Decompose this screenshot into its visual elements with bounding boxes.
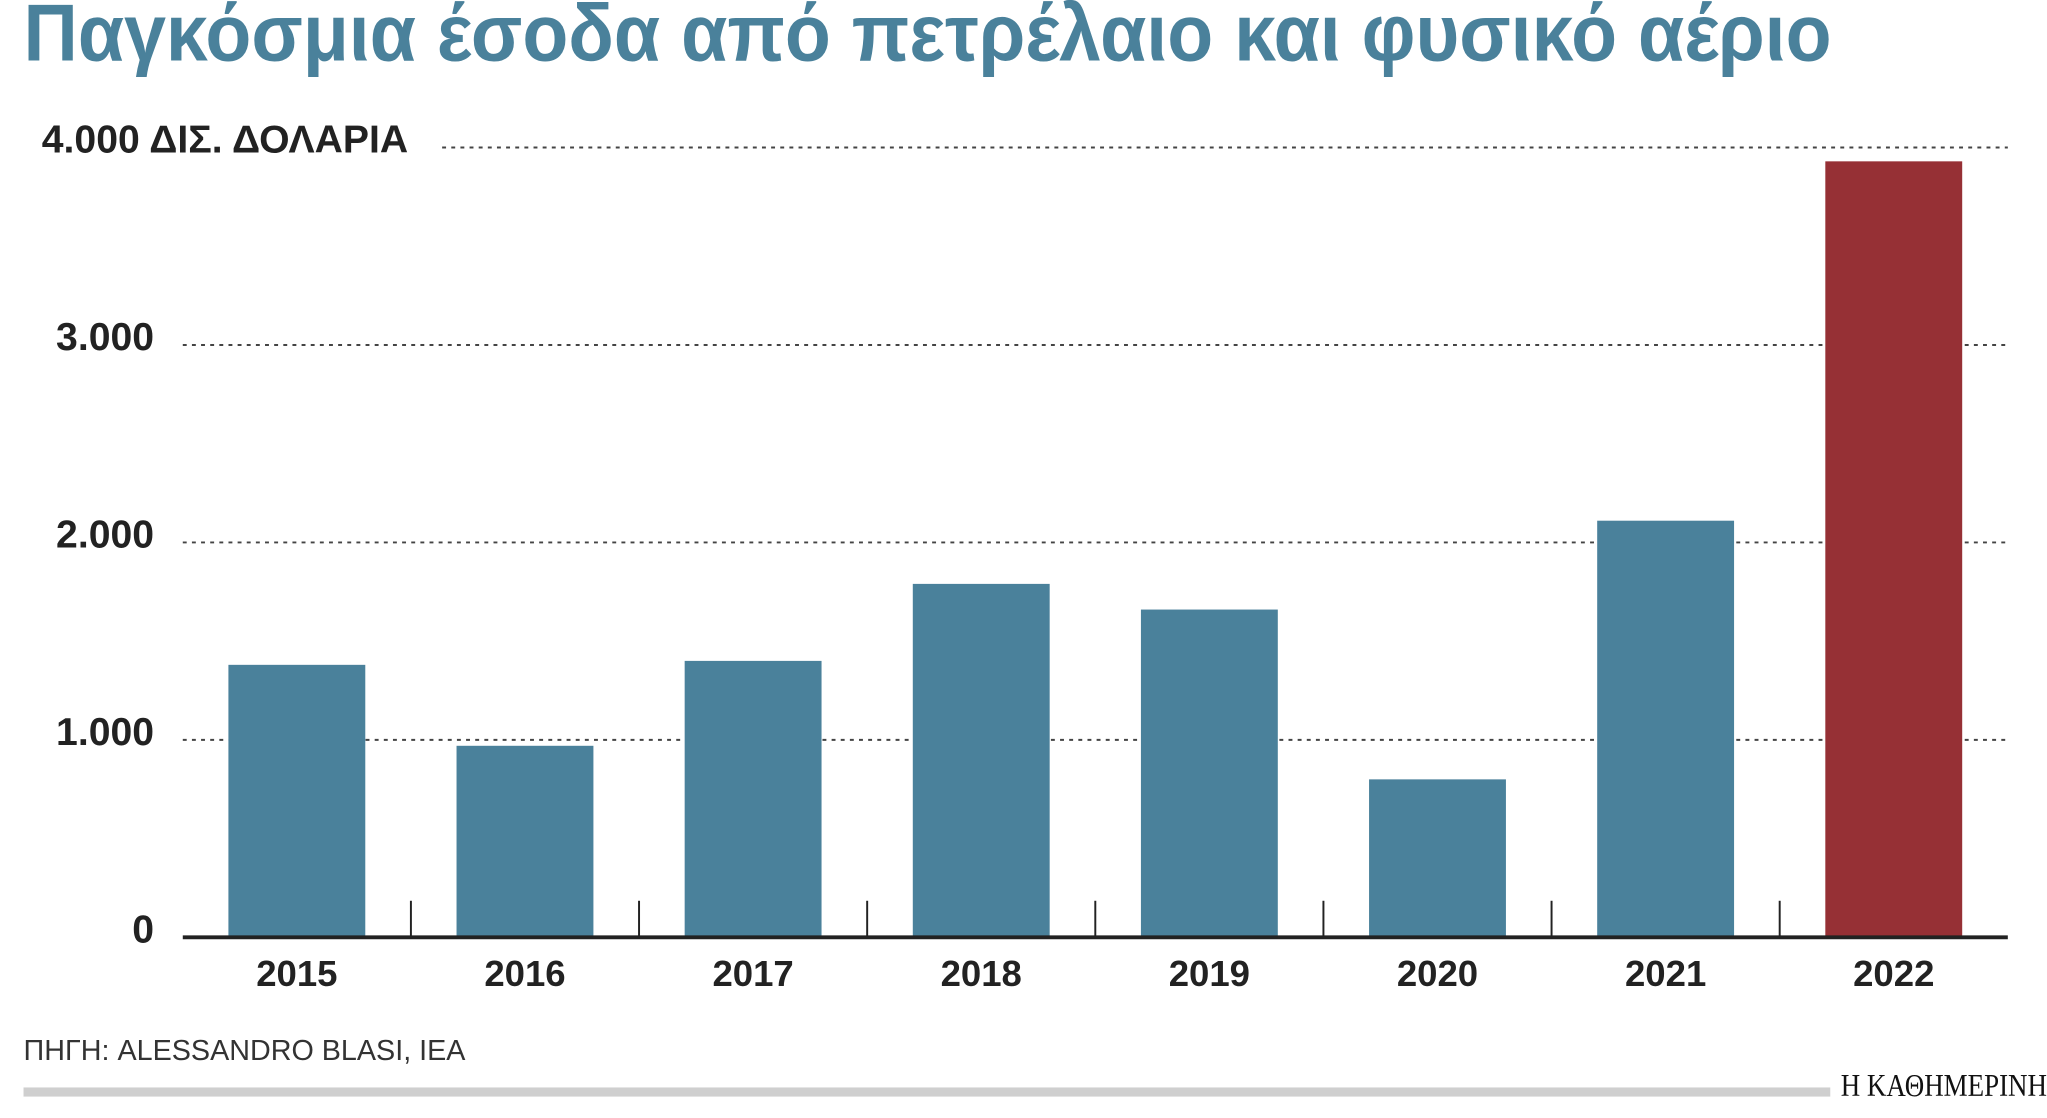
bar [456, 745, 594, 938]
x-tick-label: 2018 [941, 953, 1022, 994]
bar [912, 583, 1050, 938]
bar [1369, 779, 1506, 938]
y-tick-label: 4.000 ΔΙΣ. ΔΟΛΑΡΙΑ [42, 119, 408, 162]
y-tick-label: 1.000 [56, 711, 154, 754]
bar [1825, 161, 1963, 938]
x-tick-label: 2021 [1625, 953, 1706, 994]
y-tick-label: 0 [132, 908, 154, 951]
x-tick-label: 2020 [1397, 953, 1478, 994]
footer-rule [23, 1087, 1831, 1097]
x-tick-label: 2016 [484, 953, 565, 994]
x-tick-label: 2022 [1853, 953, 1934, 994]
source-note: ΠΗΓΗ: ALESSANDRO BLASI, IEA [24, 1035, 467, 1067]
publisher-logo: Η ΚΑΘΗΜΕΡΙΝΗ [1841, 1068, 2047, 1103]
bar [228, 664, 366, 938]
y-tick-label: 3.000 [56, 316, 154, 359]
bar [1597, 520, 1735, 938]
y-tick-label: 2.000 [56, 514, 154, 557]
bar [1140, 609, 1278, 938]
bar [684, 660, 822, 938]
x-tick-label: 2017 [712, 953, 793, 994]
chart-title: Παγκόσμια έσοδα από πετρέλαιο και φυσικό… [24, 0, 1832, 79]
x-tick-label: 2019 [1169, 953, 1250, 994]
x-tick-label: 2015 [256, 953, 337, 994]
